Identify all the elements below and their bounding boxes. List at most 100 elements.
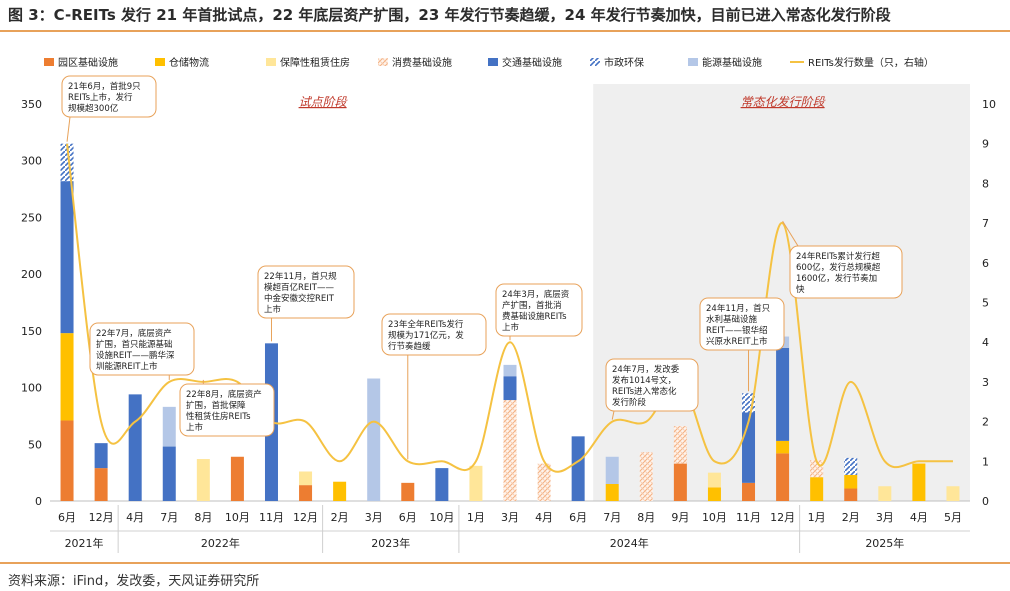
x-tick-label: 4月 xyxy=(126,511,144,524)
bar-segment-4 xyxy=(128,394,142,501)
x-tick-label: 2月 xyxy=(842,511,860,524)
bar-segment-0 xyxy=(844,488,858,501)
annotation-text: 22年8月，底层资产 xyxy=(186,389,262,400)
x-tick-label: 7月 xyxy=(160,511,178,524)
x-tick-label: 9月 xyxy=(671,511,689,524)
x-tick-label: 10月 xyxy=(225,511,250,524)
annotation-box xyxy=(89,322,195,376)
annotation-text: 21年6月，首批9只 xyxy=(68,81,141,92)
year-label: 2025年 xyxy=(865,536,904,550)
y-right-tick: 4 xyxy=(982,336,989,349)
bar-segment-1 xyxy=(912,463,926,501)
annotation-text: 24年3月，底层资 xyxy=(502,289,570,300)
y-left-tick: 100 xyxy=(21,382,42,395)
legend-line-label: REITs发行数量（只，右轴） xyxy=(808,56,934,69)
annotation-text: 发行阶段 xyxy=(612,397,647,408)
figure-title: 图 3：C-REITs 发行 21 年首批试点，22 年底层资产扩围，23 年发… xyxy=(8,6,891,24)
x-tick-label: 12月 xyxy=(89,511,114,524)
annotation-pointer xyxy=(66,116,71,142)
annotation-text: 24年7月，发改委 xyxy=(612,364,680,375)
annotation-text: 水利基础设施 xyxy=(706,314,758,325)
y-right-tick: 10 xyxy=(982,98,996,111)
annotation-text: 圳能源REIT上市 xyxy=(96,361,158,372)
x-tick-label: 3月 xyxy=(876,511,894,524)
annotation-text: 发布1014号文， xyxy=(612,375,676,386)
bar-segment-1 xyxy=(810,477,824,501)
annotation-text: REITs进入常态化 xyxy=(612,386,677,397)
bar-segment-2 xyxy=(946,486,960,501)
y-left-tick: 150 xyxy=(21,325,42,338)
bar-segment-5 xyxy=(844,457,858,475)
bar-segment-4 xyxy=(162,446,176,501)
year-label: 2021年 xyxy=(65,536,104,550)
legend-swatch-0 xyxy=(44,58,54,66)
annotation-box xyxy=(381,313,487,356)
footer-rule xyxy=(0,562,1010,564)
x-tick-label: 10月 xyxy=(429,511,454,524)
annotation-text: 行节奏趋缓 xyxy=(388,341,431,352)
bar-segment-4 xyxy=(776,347,790,441)
y-right-tick: 6 xyxy=(982,257,989,270)
annotation-text: 快 xyxy=(796,284,805,295)
annotation-text: 22年11月，首只规 xyxy=(264,271,337,282)
bar-segment-2 xyxy=(469,465,483,501)
x-tick-label: 1月 xyxy=(467,511,485,524)
x-tick-label: 7月 xyxy=(603,511,621,524)
bar-segment-1 xyxy=(60,333,74,421)
legend-swatch-6 xyxy=(688,58,698,66)
y-left-tick: 200 xyxy=(21,268,42,281)
legend-swatch-1 xyxy=(155,58,165,66)
y-left-tick: 250 xyxy=(21,211,42,224)
year-label: 2022年 xyxy=(201,536,240,550)
annotation-text: 规模超300亿 xyxy=(68,103,118,114)
annotation-text: 产扩围，首批消 xyxy=(502,300,562,311)
x-tick-label: 5月 xyxy=(944,511,962,524)
annotation-box xyxy=(257,265,355,319)
bar-segment-3 xyxy=(673,426,687,464)
x-tick-label: 4月 xyxy=(910,511,928,524)
y-left-tick: 50 xyxy=(28,438,42,451)
annotation-text: 上市 xyxy=(264,304,282,315)
x-tick-label: 10月 xyxy=(702,511,727,524)
annotation-text: 24年11月，首只 xyxy=(706,303,771,314)
annotation-text: 600亿，发行总规模超 xyxy=(796,262,881,273)
x-tick-label: 6月 xyxy=(58,511,76,524)
annotation-text: REITs上市，发行 xyxy=(68,92,133,103)
legend-label-2: 保障性租赁住房 xyxy=(280,56,350,69)
x-tick-label: 11月 xyxy=(736,511,761,524)
y-right-tick: 1 xyxy=(982,455,989,468)
x-tick-label: 3月 xyxy=(501,511,519,524)
annotation-text: 模超百亿REIT—— xyxy=(264,282,334,293)
bar-segment-3 xyxy=(537,463,551,501)
annotation-text: 扩围，首只能源基础 xyxy=(96,339,173,350)
bar-segment-6 xyxy=(367,378,381,501)
bar-segment-2 xyxy=(196,459,210,501)
phase-label-1: 常态化发行阶段 xyxy=(741,95,826,109)
reits-issuance-chart: 园区基础设施 仓储物流 保障性租赁住房 消费基础设施 交通基础设施 市政环保 能源基础设施 R… xyxy=(21,56,996,553)
x-tick-label: 12月 xyxy=(770,511,795,524)
x-tick-label: 8月 xyxy=(194,511,212,524)
annotation-text: 中金安徽交控REIT xyxy=(264,293,335,304)
y-left-tick: 300 xyxy=(21,155,42,168)
bar-segment-1 xyxy=(605,483,619,501)
bar-segment-0 xyxy=(299,485,313,501)
bar-segment-3 xyxy=(503,400,517,501)
year-label: 2023年 xyxy=(371,536,410,550)
bar-segment-0 xyxy=(94,468,108,501)
annotation-text: 规模为171亿元，发 xyxy=(388,330,464,341)
x-tick-label: 6月 xyxy=(399,511,417,524)
y-right-tick: 5 xyxy=(982,297,989,310)
legend-swatch-2 xyxy=(266,58,276,66)
annotation-text: 23年全年REITs发行 xyxy=(388,319,464,330)
annotation-text: 上市 xyxy=(502,322,520,333)
x-tick-label: 6月 xyxy=(569,511,587,524)
bar-segment-6 xyxy=(605,456,619,484)
annotation-text: 24年REITs累计发行超 xyxy=(796,251,880,262)
y-right-tick: 8 xyxy=(982,177,989,190)
